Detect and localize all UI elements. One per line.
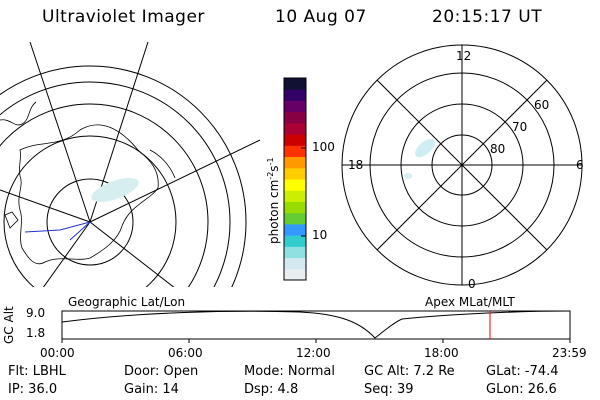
colorbar-swatch [284,111,306,124]
meridian-line [89,42,149,223]
aurora-emission [404,173,412,179]
colorbar-swatch [284,201,306,214]
meridian-line [42,221,91,287]
colorbar-swatch [284,179,306,191]
time-label: 20:15:17 UT [432,7,543,27]
colorbar-frame [283,77,307,281]
altitude-xtick: 18:00 [424,346,459,360]
mlat-circle-80 [431,134,493,196]
altitude-ytick: 1.8 [26,326,46,340]
mlat-label-60: 60 [534,98,550,112]
mlt-label-0: 0 [468,277,476,291]
altitude-curve [61,310,571,339]
glat-status: GLat: -74.4 [486,364,559,379]
colorbar-tick-label: 10 [312,228,328,242]
colorbar-swatch [284,257,306,270]
mlat-circle-60 [369,72,555,258]
colorbar [284,78,306,281]
aurora-emission [91,177,139,203]
antarctica-coastline [18,124,159,265]
mode-status: Mode: Normal [244,364,335,379]
coastline-fragment [0,101,37,126]
colorbar-unit-label: photon cm-2s-1 [266,157,281,244]
colorbar-swatch [284,145,306,158]
colorbar-swatch [284,190,306,202]
mlt-label-18: 18 [348,158,364,172]
magnetic-panel-label: Apex MLat/MLT [425,295,515,309]
seq-status: Seq: 39 [364,382,414,397]
mlat-label-70: 70 [512,120,528,134]
filter-status: Flt: LBHL [8,364,66,379]
colorbar-swatch [284,235,306,247]
mlat-circle-70 [400,103,524,227]
colorbar-swatch [284,156,306,169]
colorbar-swatch [284,268,306,281]
lat-circle [46,178,134,266]
geographic-panel-label: Geographic Lat/Lon [68,295,186,309]
altitude-y-label: GC Alt [2,306,16,344]
gc-alt-status: GC Alt: 7.2 Re [364,364,455,379]
meridian-line [89,139,261,223]
mlt-line-diagonal [376,79,548,251]
altitude-plot-frame [61,310,571,340]
colorbar-tick-label: 100 [312,140,335,154]
coastline-fragment [149,149,176,179]
mlat-label-80: 80 [490,142,506,156]
colorbar-swatch [284,223,306,236]
mlt-label-12: 12 [456,49,472,63]
mlt-label-6: 6 [576,158,584,172]
altitude-xtick: 23:59 [552,346,587,360]
ip-status: IP: 36.0 [8,382,58,397]
meridian-line [0,189,91,223]
track-line [24,221,91,241]
gain-status: Gain: 14 [124,382,179,397]
altitude-ytick: 9.0 [26,306,46,320]
mlt-line-diagonal [376,79,548,251]
colorbar-swatch [284,78,306,90]
meridian-line [89,221,175,287]
altitude-xtick: 12:00 [296,346,331,360]
date-label: 10 Aug 07 [275,7,367,27]
island-outline [4,211,19,229]
magnetic-polar-plot [341,44,583,286]
instrument-title: Ultraviolet Imager [42,7,205,27]
glon-status: GLon: 26.6 [486,382,557,397]
mlat-circle-outer [341,44,583,286]
door-status: Door: Open [124,364,199,379]
dsp-status: Dsp: 4.8 [244,382,299,397]
colorbar-swatch [284,167,306,180]
meridian-line [29,42,91,223]
aurora-emission [415,139,435,157]
lat-circle [0,81,231,287]
colorbar-swatch [284,134,306,146]
colorbar-swatch [284,122,306,135]
altitude-xtick: 00:00 [40,346,75,360]
altitude-xtick: 06:00 [168,346,203,360]
colorbar-swatch [284,100,306,113]
lat-circle [3,135,177,287]
colorbar-swatch [284,89,306,101]
colorbar-swatch [284,212,306,225]
colorbar-swatch [284,246,306,259]
